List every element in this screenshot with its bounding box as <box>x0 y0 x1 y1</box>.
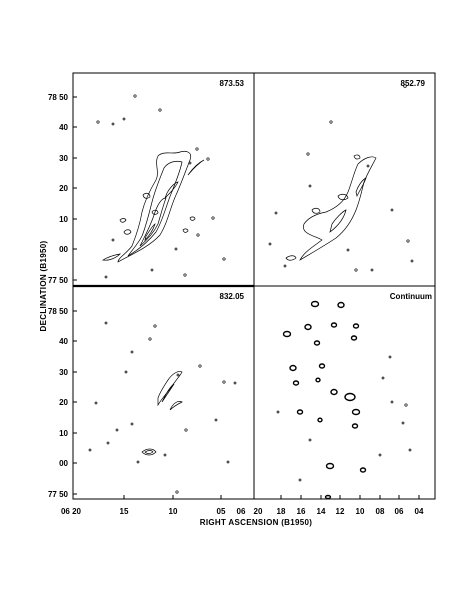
x-tick-label: 15 <box>120 507 129 516</box>
x-tick-label: 16 <box>297 507 306 516</box>
y-tick-label: 77 50 <box>48 276 69 285</box>
x-tick-label: 14 <box>317 507 326 516</box>
y-tick-label: 20 <box>59 398 68 407</box>
panel-label-continuum: Continuum <box>390 292 432 301</box>
x-tick-label: 08 <box>376 507 385 516</box>
y-ticks-top: 78 50 40 30 20 10 00 77 50 <box>48 93 69 285</box>
contours-873 <box>96 94 226 279</box>
x-tick-label: 06 <box>237 507 246 516</box>
y-tick-label: 78 50 <box>48 93 69 102</box>
contours-832 <box>88 321 237 494</box>
y-tick-label: 40 <box>59 123 68 132</box>
y-tick-label: 10 <box>59 429 68 438</box>
x-tick-label: 05 <box>217 507 226 516</box>
x-tick-label: 10 <box>169 507 178 516</box>
y-tick-label: 00 <box>59 459 68 468</box>
panel-label-852: 852.79 <box>401 79 426 88</box>
x-tick-label: 10 <box>356 507 365 516</box>
y-tick-label: 20 <box>59 184 68 193</box>
x-axis-title: RIGHT ASCENSION (B1950) <box>200 518 312 527</box>
panel-label-832: 832.05 <box>220 292 245 301</box>
y-tick-label: 00 <box>59 245 68 254</box>
y-tick-marks <box>73 96 77 495</box>
y-tick-label: 30 <box>59 154 68 163</box>
x-ticks-left: 06 20 15 10 05 06 <box>61 507 246 516</box>
x-tick-label: 12 <box>336 507 345 516</box>
y-tick-label: 10 <box>59 215 68 224</box>
contours-852 <box>268 84 414 272</box>
x-ticks-right: 20 18 16 14 12 10 08 06 04 <box>254 507 424 516</box>
y-tick-label: 30 <box>59 368 68 377</box>
panel-label-873: 873.53 <box>220 79 245 88</box>
x-tick-label: 18 <box>277 507 286 516</box>
panel-frame-bottom-right <box>253 285 436 500</box>
contours-continuum <box>276 300 412 500</box>
x-tick-label: 04 <box>415 507 424 516</box>
y-ticks-bottom: 78 50 40 30 20 10 00 77 50 <box>48 307 69 499</box>
y-axis-title: DECLINATION (B1950) <box>39 241 48 332</box>
y-tick-label: 78 50 <box>48 307 69 316</box>
panel-frame-bottom-left <box>72 285 255 500</box>
x-tick-marks <box>123 495 420 499</box>
x-tick-label: 06 <box>395 507 404 516</box>
x-tick-label: 06 20 <box>61 507 82 516</box>
y-tick-label: 40 <box>59 337 68 346</box>
panel-frame-top-right <box>253 72 436 287</box>
y-tick-label: 77 50 <box>48 490 69 499</box>
panel-frame-top-left <box>72 72 255 287</box>
x-tick-label: 20 <box>254 507 263 516</box>
